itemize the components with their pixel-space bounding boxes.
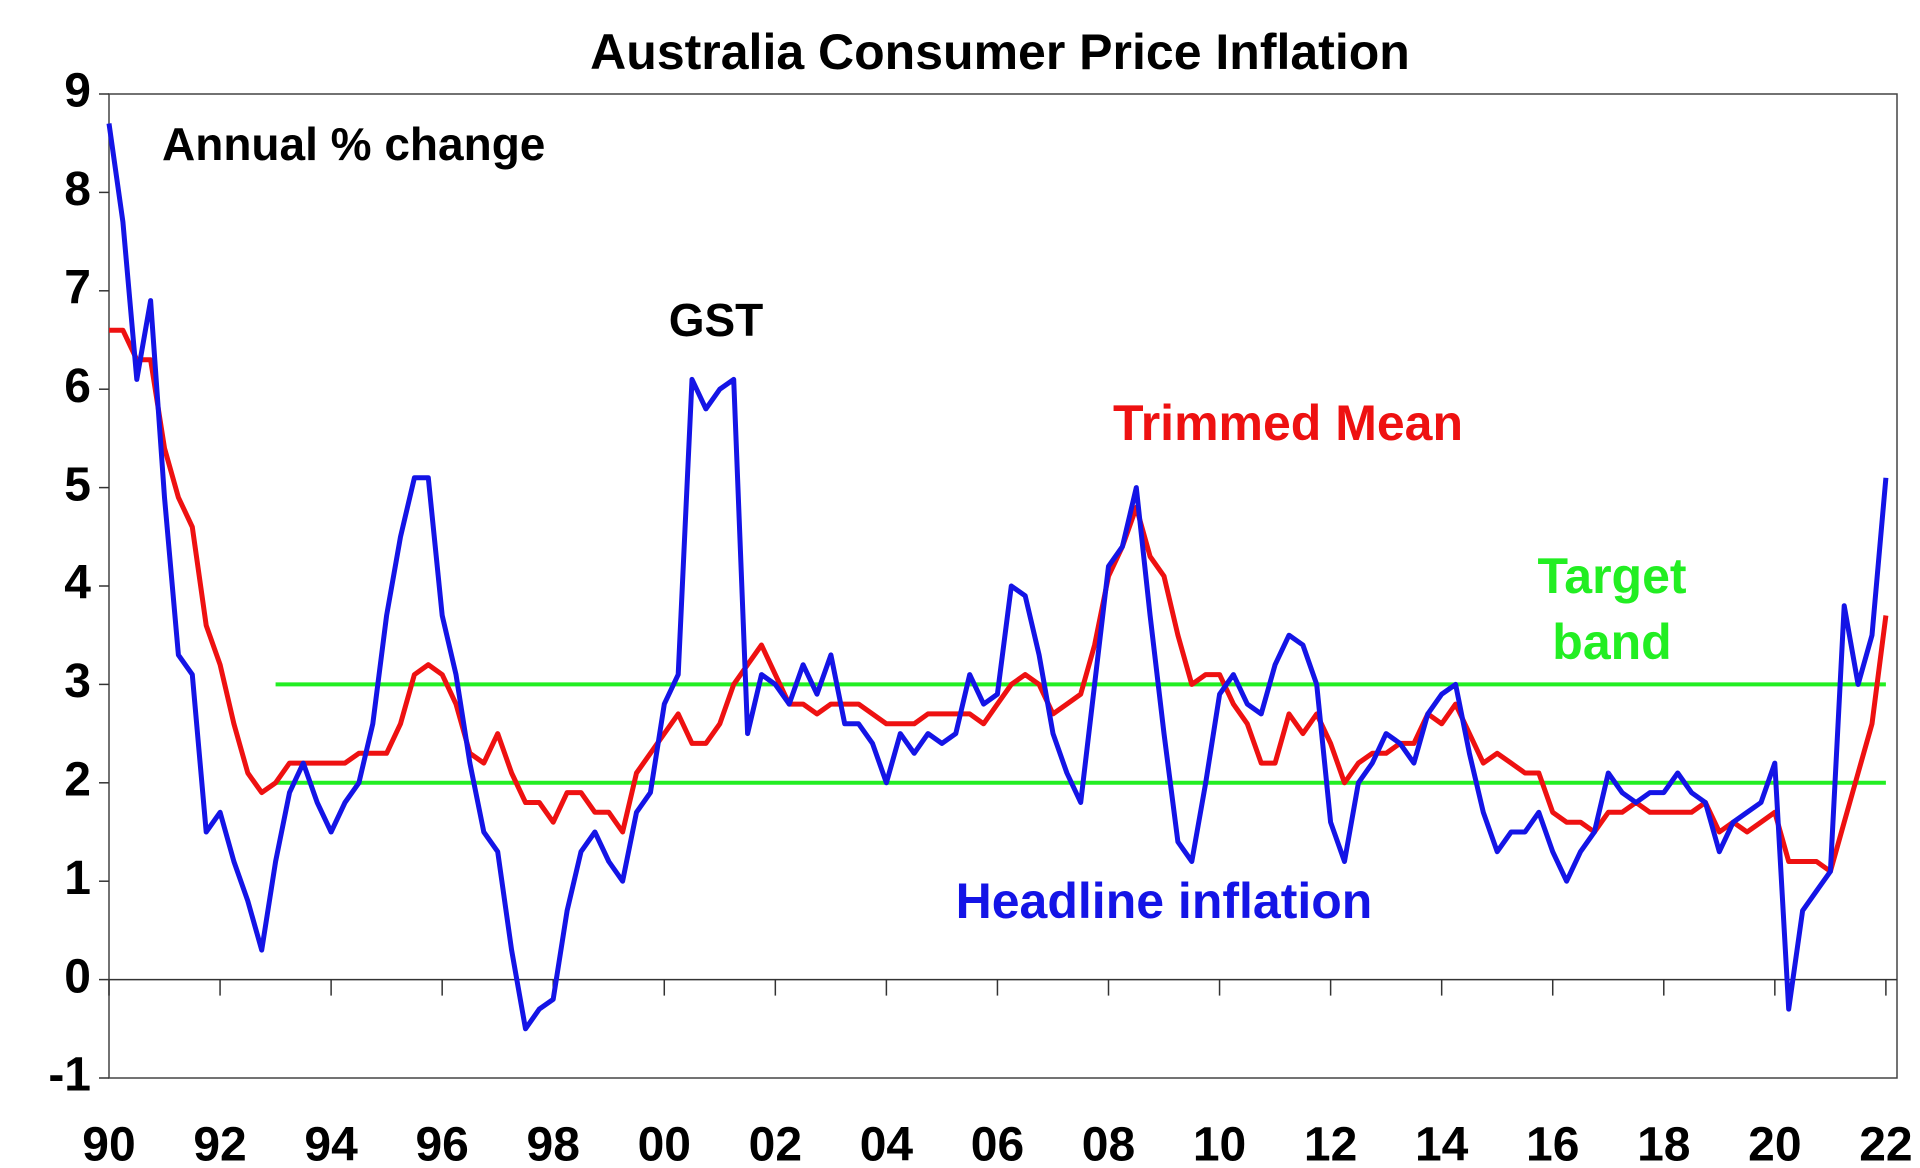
y-tick-label: 4 [64,557,91,610]
y-axis-label: Annual % change [162,118,545,170]
series-line [109,327,1889,874]
y-tick-label: 7 [64,261,91,314]
annotation-target-band: band [1552,614,1671,670]
annotation-gst: GST [669,294,764,346]
y-tick-label: 0 [64,950,91,1003]
y-tick-label: 6 [64,360,91,413]
x-tick-label: 02 [749,1119,802,1168]
x-tick-label: 94 [304,1119,358,1168]
x-tick-label: 16 [1526,1119,1579,1168]
chart-title: Australia Consumer Price Inflation [590,24,1410,80]
x-tick-label: 20 [1748,1119,1801,1168]
x-tick-label: 04 [860,1119,914,1168]
y-tick-label: 3 [64,655,91,708]
x-tick-label: 14 [1415,1119,1469,1168]
x-tick-label: 12 [1304,1119,1357,1168]
x-tick-label: 22 [1859,1119,1912,1168]
y-tick-label: 1 [64,852,91,905]
x-tick-label: 98 [527,1119,580,1168]
y-tick-label: 2 [64,753,91,806]
series-label: Headline inflation [956,873,1373,929]
y-tick-label: 9 [64,65,91,118]
series-line [106,123,1889,1032]
y-tick-label: 8 [64,163,91,216]
x-tick-label: 90 [82,1119,135,1168]
x-tick-label: 10 [1193,1119,1246,1168]
x-tick-label: 08 [1082,1119,1135,1168]
y-tick-label: -1 [48,1049,91,1102]
x-tick-label: 18 [1637,1119,1690,1168]
annotation-target-band: Target [1537,548,1686,604]
x-tick-label: 96 [415,1119,468,1168]
y-tick-label: 5 [64,458,91,511]
x-tick-label: 92 [193,1119,246,1168]
series-label: Trimmed Mean [1113,395,1463,451]
x-tick-label: 06 [971,1119,1024,1168]
x-tick-label: 00 [638,1119,691,1168]
